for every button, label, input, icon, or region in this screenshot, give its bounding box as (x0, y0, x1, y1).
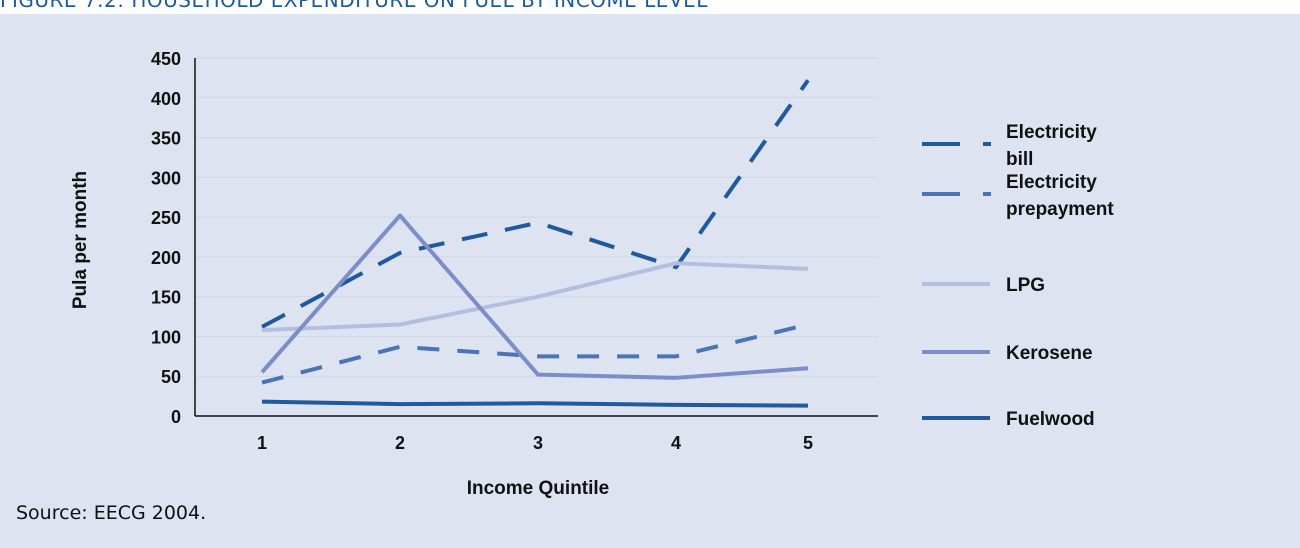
series-line (260, 213, 809, 380)
y-tick-label: 250 (151, 208, 181, 228)
tick-labels: 0 50 100 150 200 250 300 350 400 450 1 2 3 4 5 (151, 49, 813, 453)
series-line (261, 322, 809, 385)
x-axis-label: Income Quintile (467, 478, 610, 499)
legend-label: LPG (1006, 275, 1045, 296)
series-line (261, 261, 809, 333)
x-tick-label: 4 (671, 433, 681, 453)
x-tick-label: 3 (533, 433, 543, 453)
y-tick-label: 50 (161, 367, 181, 387)
y-tick-label: 150 (151, 288, 181, 308)
chart-panel (0, 14, 1300, 548)
legend-label: Electricity (1006, 172, 1097, 193)
y-tick-label: 0 (171, 407, 181, 427)
series-line (261, 79, 810, 329)
source-note: Source: EECG 2004. (16, 502, 207, 524)
series-line (261, 399, 809, 408)
y-axis-label: Pula per month (70, 171, 91, 309)
legend-label: bill (1006, 149, 1033, 170)
x-tick-label: 5 (803, 433, 813, 453)
gridlines (195, 57, 878, 377)
x-tick-label: 2 (395, 433, 405, 453)
y-tick-label: 200 (151, 248, 181, 268)
y-tick-label: 450 (151, 49, 181, 69)
y-tick-label: 300 (151, 168, 181, 188)
legend-label: Electricity (1006, 122, 1097, 143)
legend-label: prepayment (1006, 199, 1114, 220)
x-tick-label: 1 (257, 433, 267, 453)
legend-label: Fuelwood (1006, 409, 1095, 430)
series-lines (260, 79, 810, 408)
figure-title: FIGURE 7.2: HOUSEHOLD EXPENDITURE ON FUE… (0, 0, 708, 12)
y-tick-label: 350 (151, 129, 181, 149)
axes (194, 58, 878, 417)
y-tick-label: 100 (151, 327, 181, 347)
y-tick-label: 400 (151, 89, 181, 109)
legend-label: Kerosene (1006, 343, 1093, 364)
legend: ElectricitybillElectricityprepaymentLPGK… (922, 122, 1114, 430)
